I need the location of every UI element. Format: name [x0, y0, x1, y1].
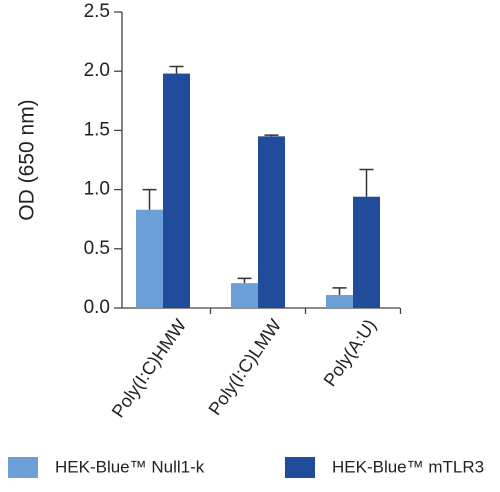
- x-tick-label: Poly(A:U): [320, 316, 381, 391]
- bar: [258, 136, 285, 308]
- y-axis-label: OD (650 nm): [16, 99, 39, 220]
- bar: [326, 294, 353, 308]
- y-tick-label: 1.0: [84, 179, 110, 200]
- x-tick-label: Poly(I:C)HMW: [108, 316, 190, 422]
- legend-label: HEK-Blue™ Null1-k: [55, 457, 205, 476]
- y-tick-label: 1.5: [84, 119, 110, 140]
- legend-swatch: [285, 457, 315, 478]
- bar: [353, 196, 380, 308]
- y-tick-label: 0.5: [84, 238, 110, 259]
- legend-label: HEK-Blue™ mTLR3: [332, 457, 484, 476]
- bar: [163, 73, 190, 309]
- error-bar: [359, 168, 374, 197]
- y-tick-label: 0.0: [84, 297, 110, 318]
- error-bar: [332, 287, 347, 295]
- y-tick-label: 2.0: [84, 60, 110, 81]
- error-bar: [264, 134, 279, 137]
- error-bar: [169, 65, 184, 74]
- bar: [136, 209, 163, 308]
- error-bar: [142, 188, 157, 210]
- legend-swatch: [8, 457, 38, 478]
- error-bar: [237, 277, 252, 284]
- bar: [231, 283, 258, 308]
- y-tick-label: 2.5: [84, 1, 110, 22]
- x-tick-label: Poly(I:C)LMW: [205, 316, 286, 419]
